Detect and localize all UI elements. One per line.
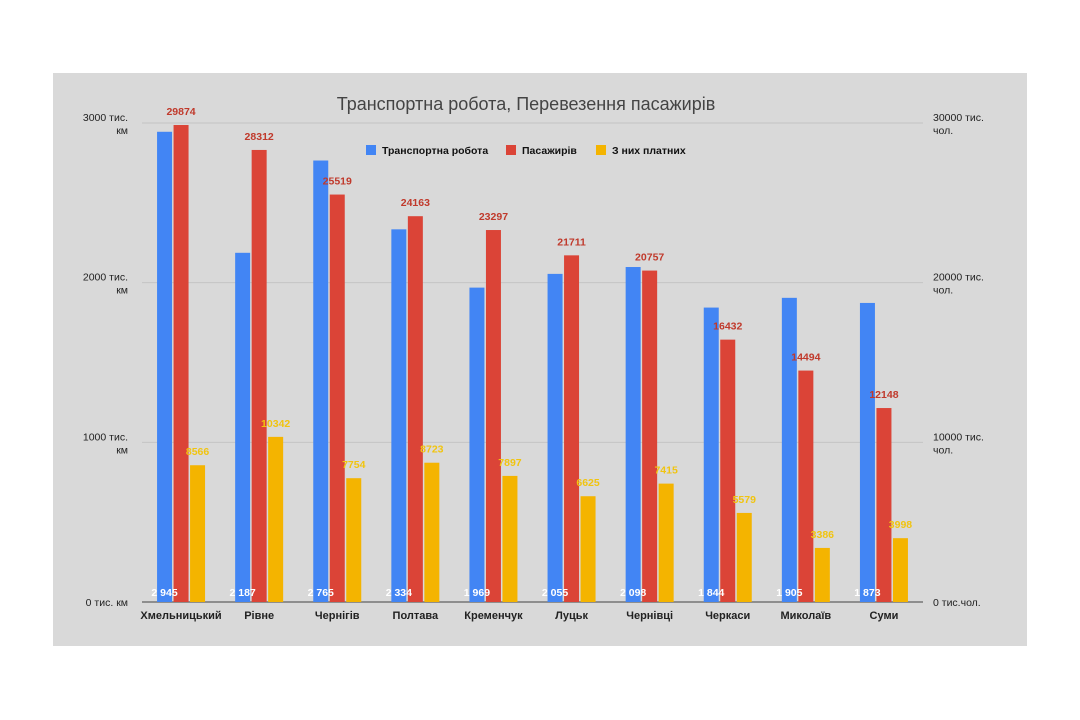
chart-title: Транспортна робота, Перевезення пасажирі… [337, 94, 716, 114]
bar [876, 408, 892, 602]
bar [235, 252, 251, 602]
bar [251, 149, 267, 603]
category-label: Чернівці [626, 610, 673, 622]
category-label: Хмельницький [140, 610, 221, 622]
bars [157, 125, 908, 603]
bar [814, 547, 830, 602]
data-label: 1 969 [464, 587, 490, 599]
category-axis: Хмельницький Рівне Чернігів Полтава Кременчу… [140, 610, 898, 622]
category-label: Миколаїв [780, 610, 831, 622]
bar [485, 230, 501, 602]
bar [157, 131, 173, 602]
legend-swatch [366, 145, 376, 155]
bar [502, 475, 518, 602]
data-label: 14494 [791, 352, 820, 364]
data-label: 8723 [420, 444, 444, 456]
data-label: 16432 [713, 321, 742, 333]
right-axis-tick-label: 0 тис.чол. [933, 597, 981, 609]
bar [798, 370, 814, 602]
bar [781, 297, 797, 602]
category-label: Кременчук [464, 610, 523, 622]
legend-swatch [596, 145, 606, 155]
legend: Транспортна робота Пасажирів З них платних [366, 145, 686, 157]
data-label: 1 844 [698, 587, 724, 599]
data-label: 2 765 [308, 587, 334, 599]
left-axis-tick-label: 3000 тис. км [83, 112, 128, 137]
data-label: 5579 [733, 494, 757, 506]
bar [658, 483, 674, 602]
category-label: Чернігів [315, 610, 360, 622]
legend-swatch [506, 145, 516, 155]
data-label: 29874 [166, 106, 195, 118]
bar [391, 229, 407, 602]
category-label: Суми [870, 610, 899, 622]
data-label: 1 905 [776, 587, 802, 599]
data-label: 12148 [869, 389, 898, 401]
category-label: Луцьк [555, 610, 588, 622]
data-label: 7897 [498, 457, 522, 469]
category-label: Черкаси [705, 610, 750, 622]
bar [268, 436, 284, 602]
bar [580, 496, 596, 602]
chart-panel: Транспортна робота, Перевезення пасажирі… [53, 73, 1027, 646]
data-label: 7415 [654, 465, 678, 477]
data-label: 3386 [811, 529, 835, 541]
bar [892, 538, 908, 602]
legend-label: Пасажирів [522, 145, 577, 157]
bar [190, 465, 206, 602]
data-label: 20757 [635, 252, 664, 264]
data-label: 7754 [342, 459, 366, 471]
data-label: 2 187 [230, 587, 256, 599]
bar [564, 255, 580, 602]
bar [469, 287, 485, 602]
data-label: 25519 [323, 176, 352, 188]
data-label: 6625 [576, 477, 600, 489]
bar [736, 512, 752, 602]
data-label: 2 055 [542, 587, 568, 599]
bar [625, 267, 641, 602]
right-axis-tick-label: 10000 тис. чол. [933, 431, 984, 456]
bar [642, 270, 658, 602]
bar [424, 462, 440, 602]
bar [407, 216, 423, 602]
data-label: 10342 [261, 418, 290, 430]
data-label: 2 098 [620, 587, 646, 599]
data-label: 1 873 [854, 587, 880, 599]
left-axis-tick-label: 1000 тис. км [83, 431, 128, 456]
bar [329, 194, 345, 602]
data-label: 2 334 [386, 587, 412, 599]
data-labels: 2 945 29874 8566 2 187 28312 10342 2 765 25519 7… [151, 106, 912, 599]
left-axis-tick-label: 0 тис. км [86, 597, 128, 609]
data-label: 2 945 [151, 587, 177, 599]
data-label: 23297 [479, 211, 508, 223]
data-label: 24163 [401, 197, 430, 209]
bar-chart: Транспортна робота, Перевезення пасажирі… [83, 94, 984, 622]
bar [703, 307, 719, 602]
bar [313, 160, 329, 602]
bar [547, 273, 563, 602]
right-axis-tick-label: 30000 тис. чол. [933, 112, 984, 137]
bar [720, 339, 736, 602]
category-label: Полтава [393, 610, 439, 622]
data-label: 3998 [889, 519, 913, 531]
left-axis: 0 тис. км 1000 тис. км 2000 тис. км 3000 тис.… [83, 112, 128, 609]
data-label: 21711 [557, 236, 586, 248]
legend-label: З них платних [612, 145, 686, 157]
data-label: 8566 [186, 446, 210, 458]
left-axis-tick-label: 2000 тис. км [83, 272, 128, 297]
category-label: Рівне [244, 610, 274, 622]
right-axis-tick-label: 20000 тис. чол. [933, 272, 984, 297]
legend-label: Транспортна робота [382, 145, 488, 157]
data-label: 28312 [245, 131, 274, 143]
bar [173, 125, 189, 603]
bar [859, 302, 875, 602]
bar [346, 478, 362, 602]
right-axis: 0 тис.чол. 10000 тис. чол. 20000 тис. чол. 30… [933, 112, 984, 609]
